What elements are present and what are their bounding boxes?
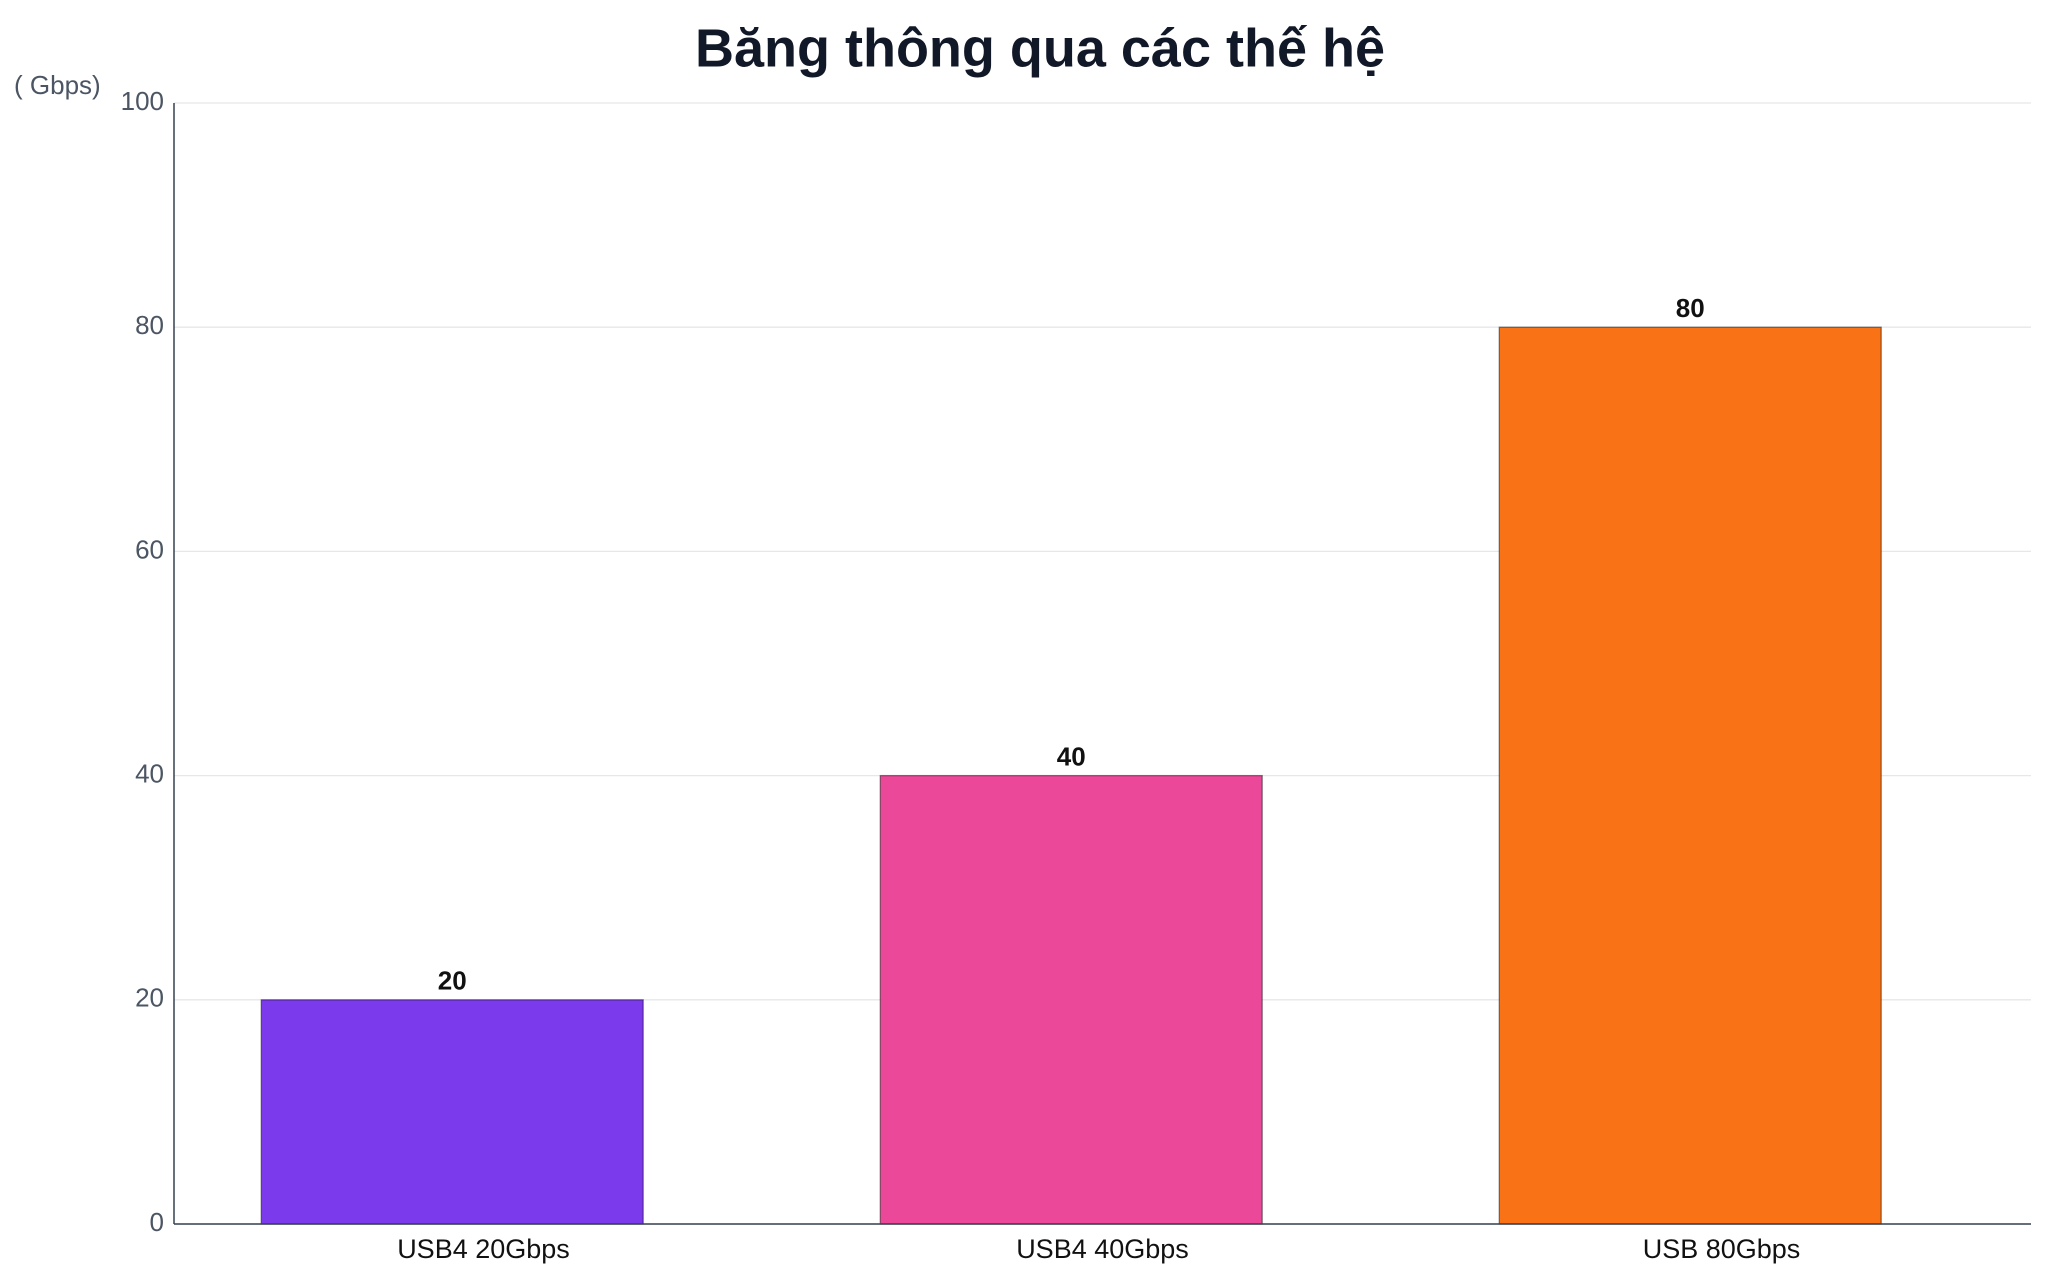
value-label: 40 bbox=[1057, 741, 1086, 771]
x-tick-label: USB4 20Gbps bbox=[397, 1234, 570, 1264]
bar bbox=[879, 774, 1263, 1225]
y-tick-label: 60 bbox=[135, 534, 164, 564]
y-tick-label: 80 bbox=[135, 310, 164, 340]
value-label: 20 bbox=[438, 966, 467, 996]
y-tick-label: 40 bbox=[135, 758, 164, 788]
x-tick-label: USB4 40Gbps bbox=[1016, 1234, 1189, 1264]
bar bbox=[260, 999, 644, 1225]
bar bbox=[1498, 326, 1882, 1225]
y-tick-label: 100 bbox=[121, 86, 164, 116]
x-tick-label: USB 80Gbps bbox=[1643, 1234, 1801, 1264]
chart-title: Băng thông qua các thế hệ bbox=[695, 18, 1385, 78]
value-label: 80 bbox=[1676, 293, 1705, 323]
y-tick-label: 20 bbox=[135, 983, 164, 1013]
y-tick-label: 0 bbox=[150, 1207, 164, 1237]
y-axis-label: ( Gbps) bbox=[14, 70, 101, 100]
